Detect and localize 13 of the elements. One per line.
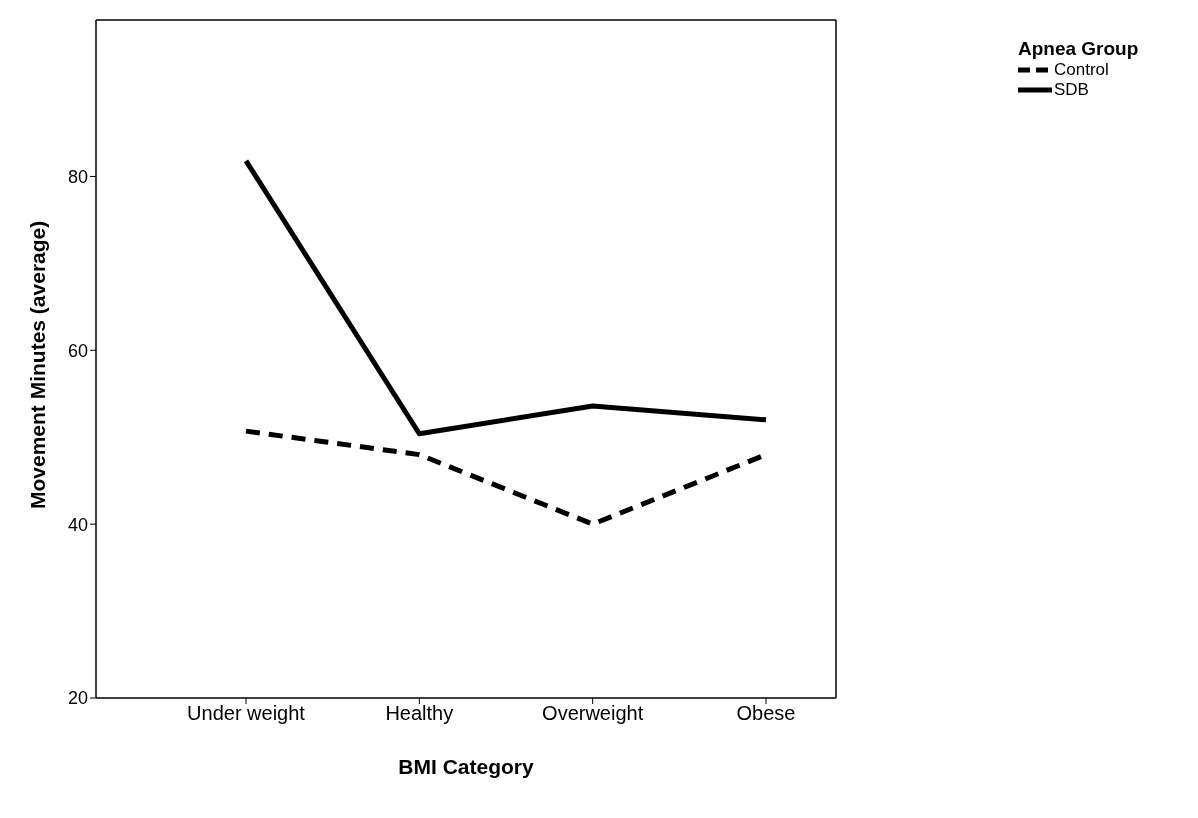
legend-title: Apnea Group (1018, 38, 1140, 60)
x-tick-label: Under weight (187, 702, 306, 725)
y-tick-label: 80 (67, 166, 88, 187)
y-tick-label: 20 (67, 688, 88, 709)
y-tick-label: 60 (67, 340, 88, 361)
y-tick-label: 40 (67, 514, 88, 535)
x-tick-label: Overweight (542, 702, 644, 725)
x-tick-label: Obese (736, 702, 796, 725)
legend-label: SDB (1054, 80, 1089, 100)
x-axis-title: BMI Category (398, 755, 534, 778)
legend-label: Control (1054, 60, 1109, 80)
x-tick-label: Healthy (385, 702, 454, 725)
y-axis-title: Movement Minutes (average) (26, 220, 50, 509)
